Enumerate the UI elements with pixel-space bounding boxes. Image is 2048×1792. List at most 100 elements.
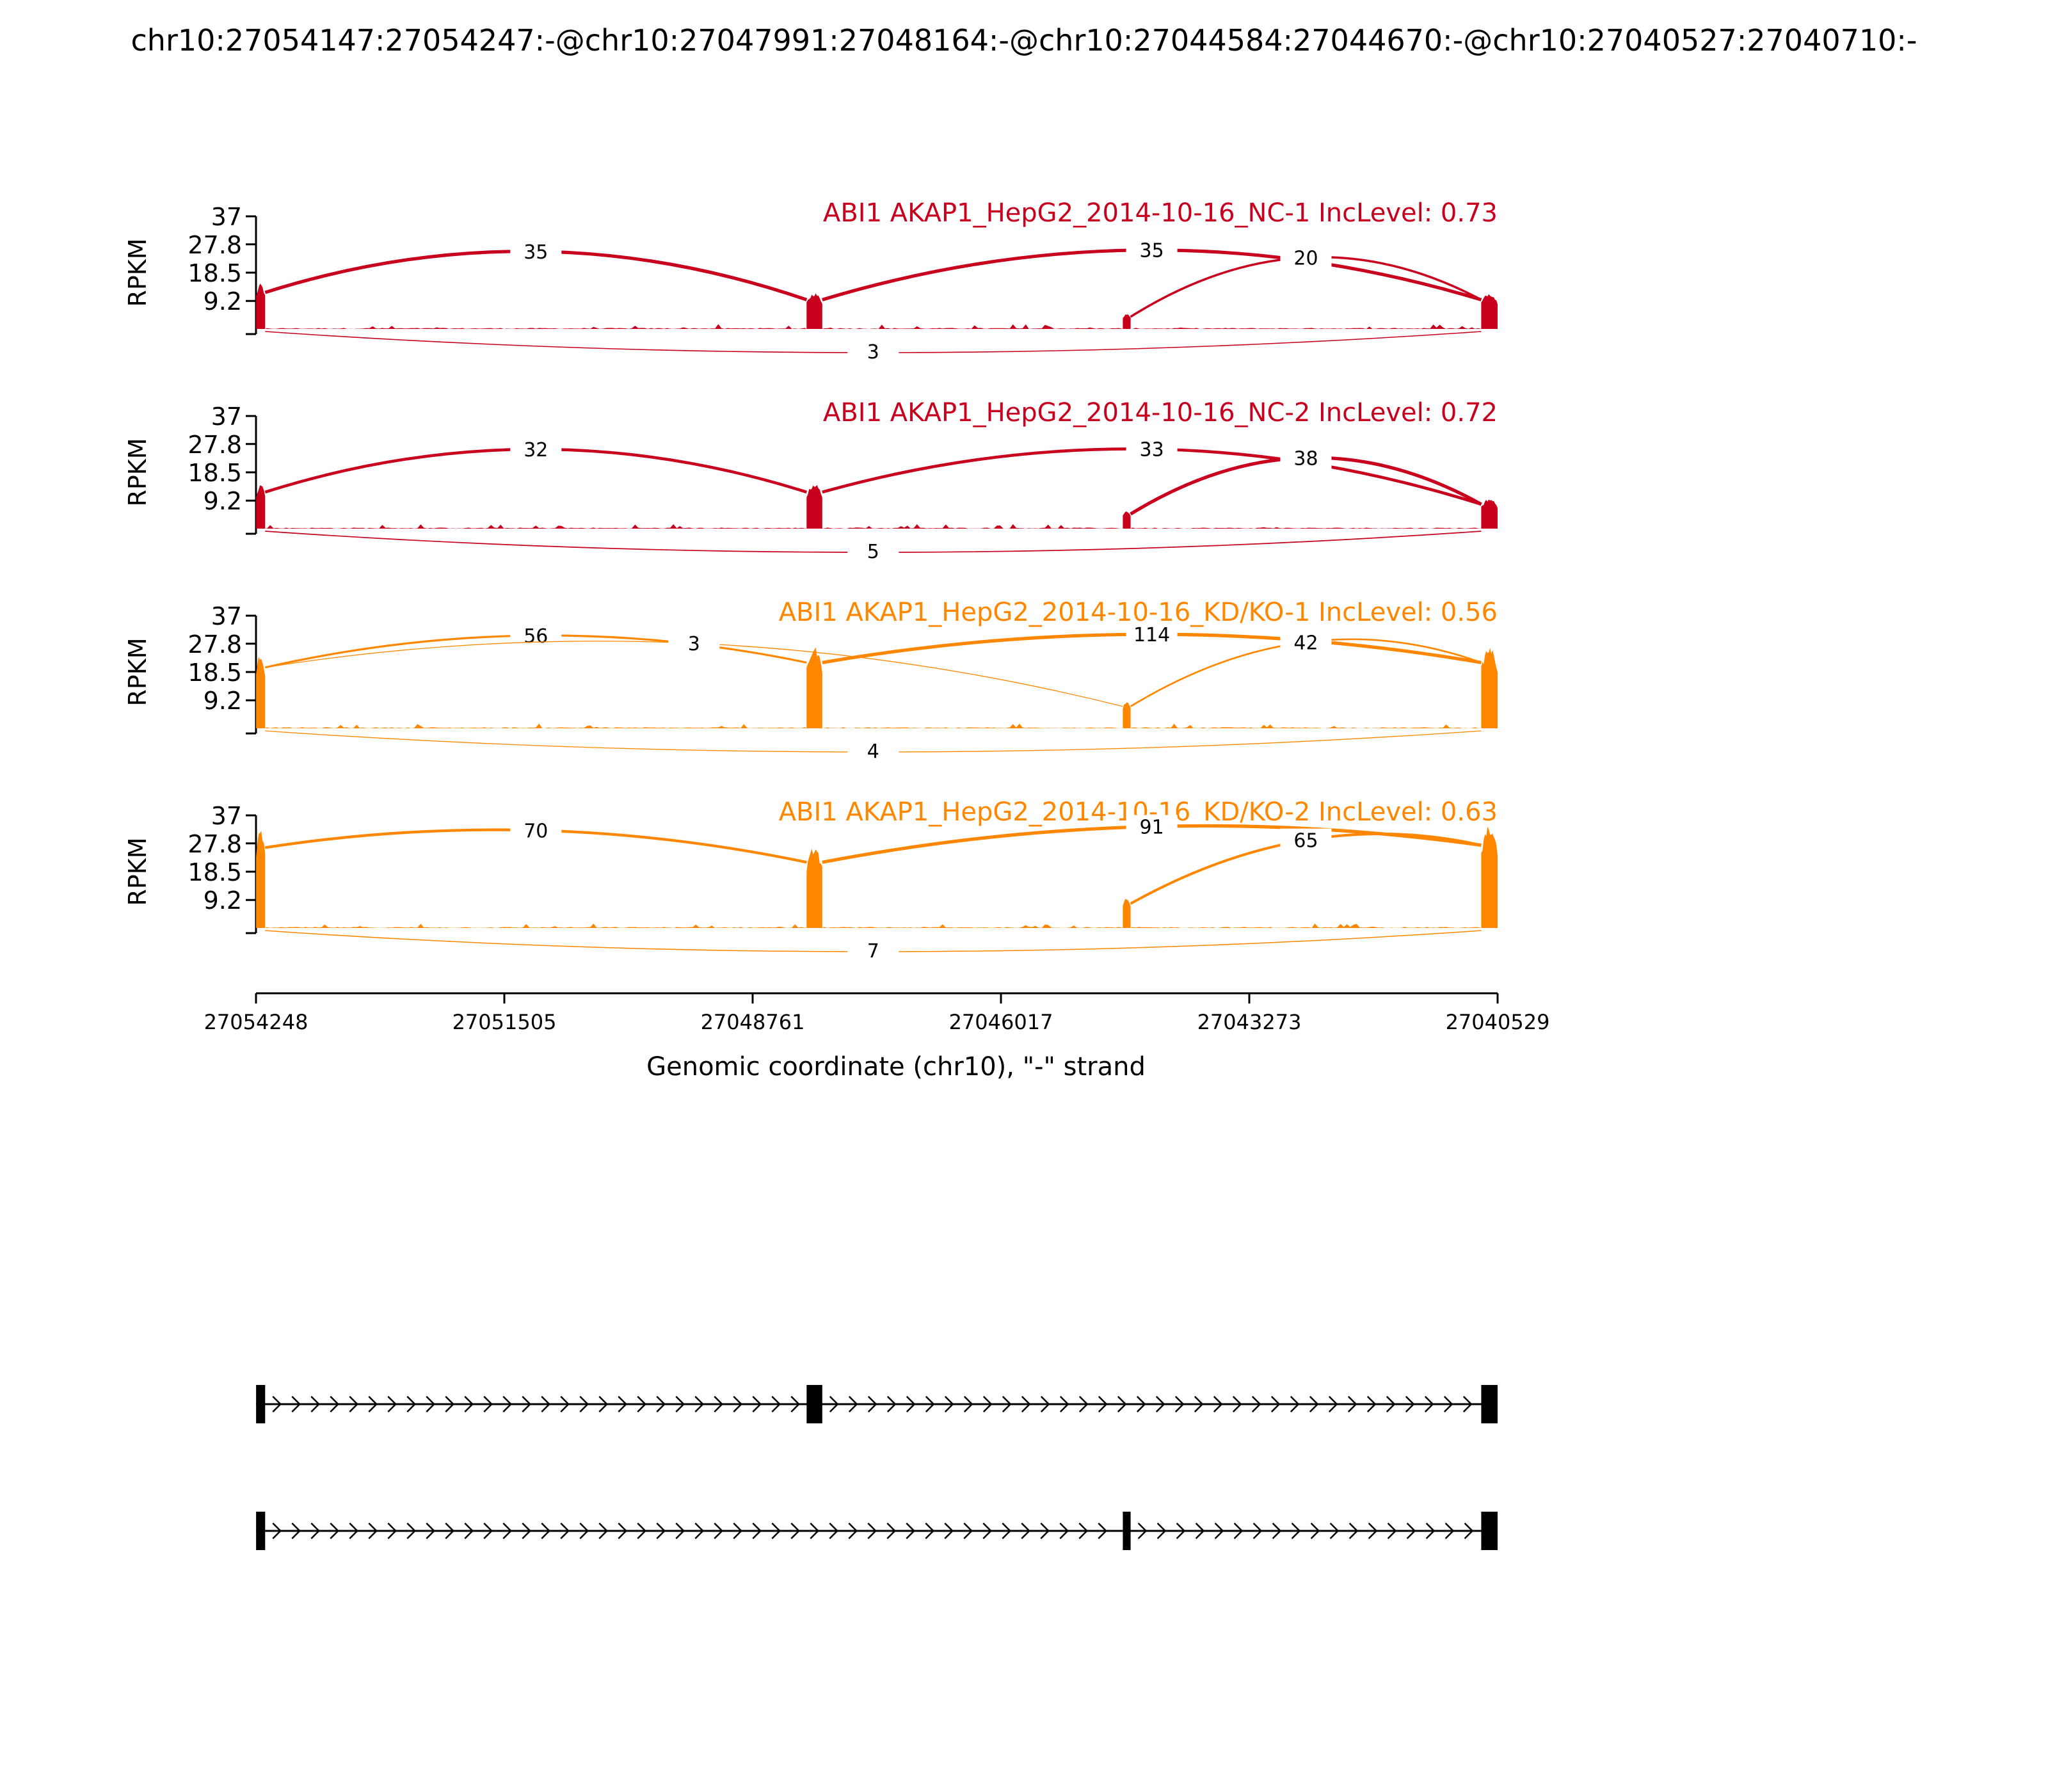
- sample-label: ABI1 AKAP1_HepG2_2014-10-16_NC-2 IncLeve…: [823, 398, 1498, 428]
- strand-arrow: [1251, 1396, 1261, 1412]
- junction-label-bg: [1280, 246, 1332, 269]
- strand-arrow: [1002, 1523, 1012, 1539]
- junction-label-bg: [847, 340, 899, 363]
- junction-label-bg: [1280, 446, 1332, 470]
- junction-label-bg: [1280, 828, 1332, 852]
- strand-arrow: [1347, 1396, 1357, 1412]
- junction-count: 42: [1293, 632, 1318, 654]
- strand-arrow: [464, 1523, 474, 1539]
- strand-arrow: [1040, 1396, 1050, 1412]
- strand-arrow: [445, 1396, 455, 1412]
- strand-arrow: [1233, 1523, 1244, 1539]
- strand-arrow: [733, 1396, 743, 1412]
- junction-label-bg: [847, 939, 899, 962]
- exon-block: [806, 1385, 822, 1423]
- y-tick-label: 18.5: [188, 659, 242, 687]
- strand-arrow: [1348, 1523, 1359, 1539]
- strand-arrow: [368, 1396, 378, 1412]
- strand-arrow: [349, 1523, 359, 1539]
- strand-arrow: [1252, 1523, 1263, 1539]
- strand-arrow: [1137, 1523, 1148, 1539]
- sample-label: ABI1 AKAP1_HepG2_2014-10-16_KD/KO-1 IncL…: [779, 598, 1498, 627]
- strand-arrow: [1329, 1523, 1340, 1539]
- strand-arrow: [1136, 1396, 1146, 1412]
- y-tick-label: 27.8: [188, 630, 242, 659]
- isoform-tracks: [256, 1385, 1498, 1550]
- x-tick-label: 27051505: [452, 1010, 557, 1034]
- coverage-area: [256, 284, 1498, 329]
- strand-arrow: [656, 1523, 666, 1539]
- strand-arrow: [771, 1523, 781, 1539]
- isoform-2: [256, 1512, 1498, 1550]
- x-axis-label: Genomic coordinate (chr10), "-" strand: [646, 1052, 1146, 1082]
- exon-block: [1123, 1512, 1131, 1550]
- strand-arrow: [502, 1523, 513, 1539]
- junction-count: 65: [1293, 830, 1318, 852]
- junction-count: 7: [867, 940, 879, 963]
- junction-count: 38: [1293, 447, 1318, 470]
- strand-arrow: [1424, 1396, 1434, 1412]
- junction-label-bg: [510, 819, 562, 842]
- strand-arrow: [272, 1523, 282, 1539]
- strand-arrow: [1406, 1523, 1416, 1539]
- strand-arrow: [810, 1523, 820, 1539]
- strand-arrow: [1328, 1396, 1338, 1412]
- y-tick-label: 9.2: [204, 487, 242, 515]
- strand-arrow: [982, 1396, 993, 1412]
- junction-count: 35: [524, 241, 548, 264]
- strand-arrow: [963, 1523, 973, 1539]
- strand-arrow: [387, 1396, 397, 1412]
- junction-count: 70: [524, 820, 548, 842]
- strand-arrow: [790, 1523, 801, 1539]
- sample-label: ABI1 AKAP1_HepG2_2014-10-16_NC-1 IncLeve…: [823, 198, 1498, 228]
- strand-arrow: [1443, 1396, 1453, 1412]
- isoform-1: [256, 1385, 1498, 1423]
- strand-arrow: [925, 1396, 935, 1412]
- strand-arrow: [368, 1523, 378, 1539]
- y-tick-label: 37: [211, 203, 242, 231]
- strand-arrow: [618, 1523, 628, 1539]
- strand-arrow: [944, 1396, 954, 1412]
- junction-label-bg: [847, 739, 899, 762]
- junction-label-bg: [1280, 630, 1332, 654]
- strand-arrow: [310, 1396, 321, 1412]
- y-tick-label: 37: [211, 802, 242, 830]
- exon-block: [1481, 1385, 1498, 1423]
- strand-arrow: [1176, 1523, 1186, 1539]
- strand-arrow: [829, 1396, 839, 1412]
- strand-arrow: [714, 1523, 724, 1539]
- junction-count: 3: [867, 341, 879, 364]
- y-tick-label: 18.5: [188, 259, 242, 287]
- strand-arrow: [1232, 1396, 1242, 1412]
- strand-arrow: [406, 1396, 417, 1412]
- strand-arrow: [1021, 1523, 1031, 1539]
- strand-arrow: [618, 1396, 628, 1412]
- y-tick-label: 9.2: [204, 687, 242, 715]
- junction-label-bg: [668, 632, 720, 655]
- junction-count: 4: [867, 740, 879, 763]
- strand-arrow: [752, 1396, 762, 1412]
- junction-label-bg: [510, 239, 562, 263]
- exon-block: [256, 1512, 266, 1550]
- x-tick-label: 27048761: [701, 1010, 805, 1034]
- strand-arrow: [579, 1523, 589, 1539]
- strand-arrow: [426, 1396, 436, 1412]
- strand-arrow: [464, 1396, 474, 1412]
- strand-arrow: [1174, 1396, 1185, 1412]
- y-axis-label: RPKM: [124, 837, 152, 906]
- strand-arrow: [886, 1523, 897, 1539]
- exon-block: [256, 1385, 266, 1423]
- x-tick-label: 27040529: [1446, 1010, 1550, 1034]
- strand-arrow: [1464, 1523, 1474, 1539]
- junction-label-bg: [510, 437, 562, 461]
- strand-arrow: [1098, 1523, 1108, 1539]
- strand-arrow: [598, 1396, 609, 1412]
- strand-arrow: [560, 1523, 570, 1539]
- strand-arrow: [1405, 1396, 1415, 1412]
- junction-label-bg: [1126, 238, 1178, 262]
- strand-arrow: [1270, 1396, 1281, 1412]
- strand-arrow: [560, 1396, 570, 1412]
